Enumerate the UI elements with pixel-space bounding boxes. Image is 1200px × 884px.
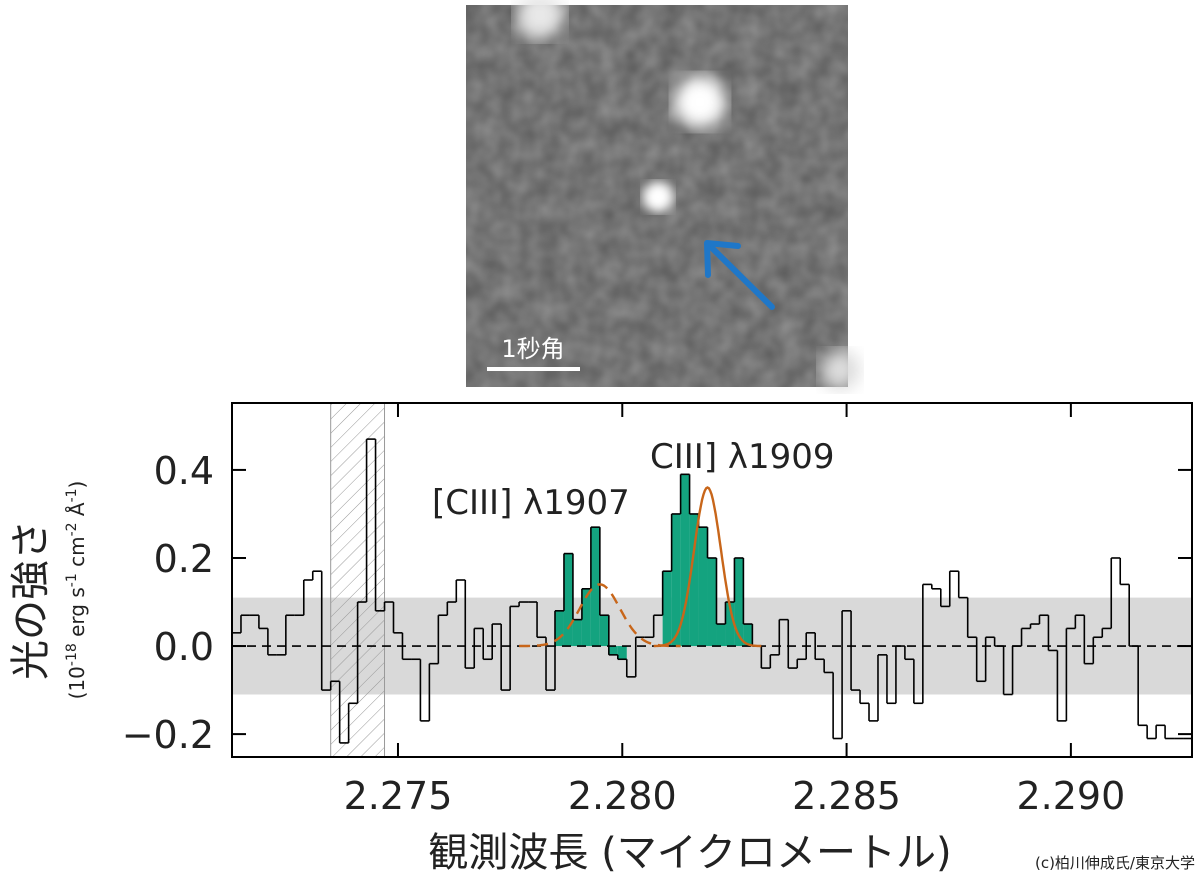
highlight-fill bbox=[689, 513, 699, 647]
highlight-fill bbox=[671, 513, 681, 647]
units-part: -1 bbox=[64, 573, 80, 587]
units-part: -18 bbox=[64, 643, 80, 666]
highlight-fill bbox=[680, 474, 690, 647]
highlight-fill bbox=[572, 619, 582, 647]
x-tick-label: 2.275 bbox=[344, 774, 453, 818]
highlight-fill bbox=[707, 557, 717, 647]
x-tick-label: 2.290 bbox=[1016, 774, 1125, 818]
highlight-fill bbox=[608, 646, 618, 655]
units-part: (10 bbox=[65, 666, 89, 699]
scale-label: 1秒角 bbox=[501, 335, 564, 363]
plot-frame bbox=[231, 402, 1193, 758]
gaussian-fit bbox=[519, 583, 681, 648]
units-part: ) bbox=[65, 481, 89, 489]
y-tick-label: 0.2 bbox=[154, 537, 214, 581]
highlight-fill bbox=[599, 615, 609, 647]
units-part: -2 bbox=[64, 522, 80, 536]
highlight-fill bbox=[725, 602, 735, 647]
units-part: erg s bbox=[65, 587, 89, 643]
highlight-fill bbox=[554, 610, 564, 647]
gaussian-fit bbox=[653, 486, 762, 648]
x-tick-label: 2.285 bbox=[792, 774, 901, 818]
line-label: CIII] λ1909 bbox=[650, 437, 835, 477]
units-part: -1 bbox=[64, 488, 80, 502]
highlight-fill bbox=[581, 588, 591, 647]
highlight-fill bbox=[734, 557, 744, 647]
sky-image: 1秒角 bbox=[466, 0, 860, 390]
highlight-fill bbox=[563, 553, 573, 647]
highlight-fill bbox=[617, 646, 627, 660]
y-tick-label: −0.2 bbox=[122, 713, 214, 757]
x-tick-label: 2.280 bbox=[568, 774, 677, 818]
x-axis-label: 観測波長 (マイクロメートル) bbox=[428, 830, 951, 876]
y-tick-label: 0.0 bbox=[154, 625, 214, 669]
units-part: cm bbox=[65, 536, 89, 573]
y-axis-units: (10-18 erg s-1 cm-2 Å-1) bbox=[64, 481, 89, 700]
highlight-fill bbox=[662, 571, 672, 647]
line-label: [CIII] λ1907 bbox=[432, 483, 630, 523]
y-axis-label: 光の強さ bbox=[8, 520, 54, 680]
highlight-fill bbox=[590, 527, 600, 647]
highlight-fill bbox=[698, 527, 708, 647]
highlight-fill bbox=[743, 624, 753, 647]
credit: (c)柏川伸成氏/東京大学 bbox=[1035, 854, 1195, 872]
highlight-fill bbox=[716, 624, 726, 647]
y-tick-label: 0.4 bbox=[154, 449, 214, 493]
units-part: Å bbox=[65, 502, 89, 522]
plot-area bbox=[232, 403, 1192, 757]
